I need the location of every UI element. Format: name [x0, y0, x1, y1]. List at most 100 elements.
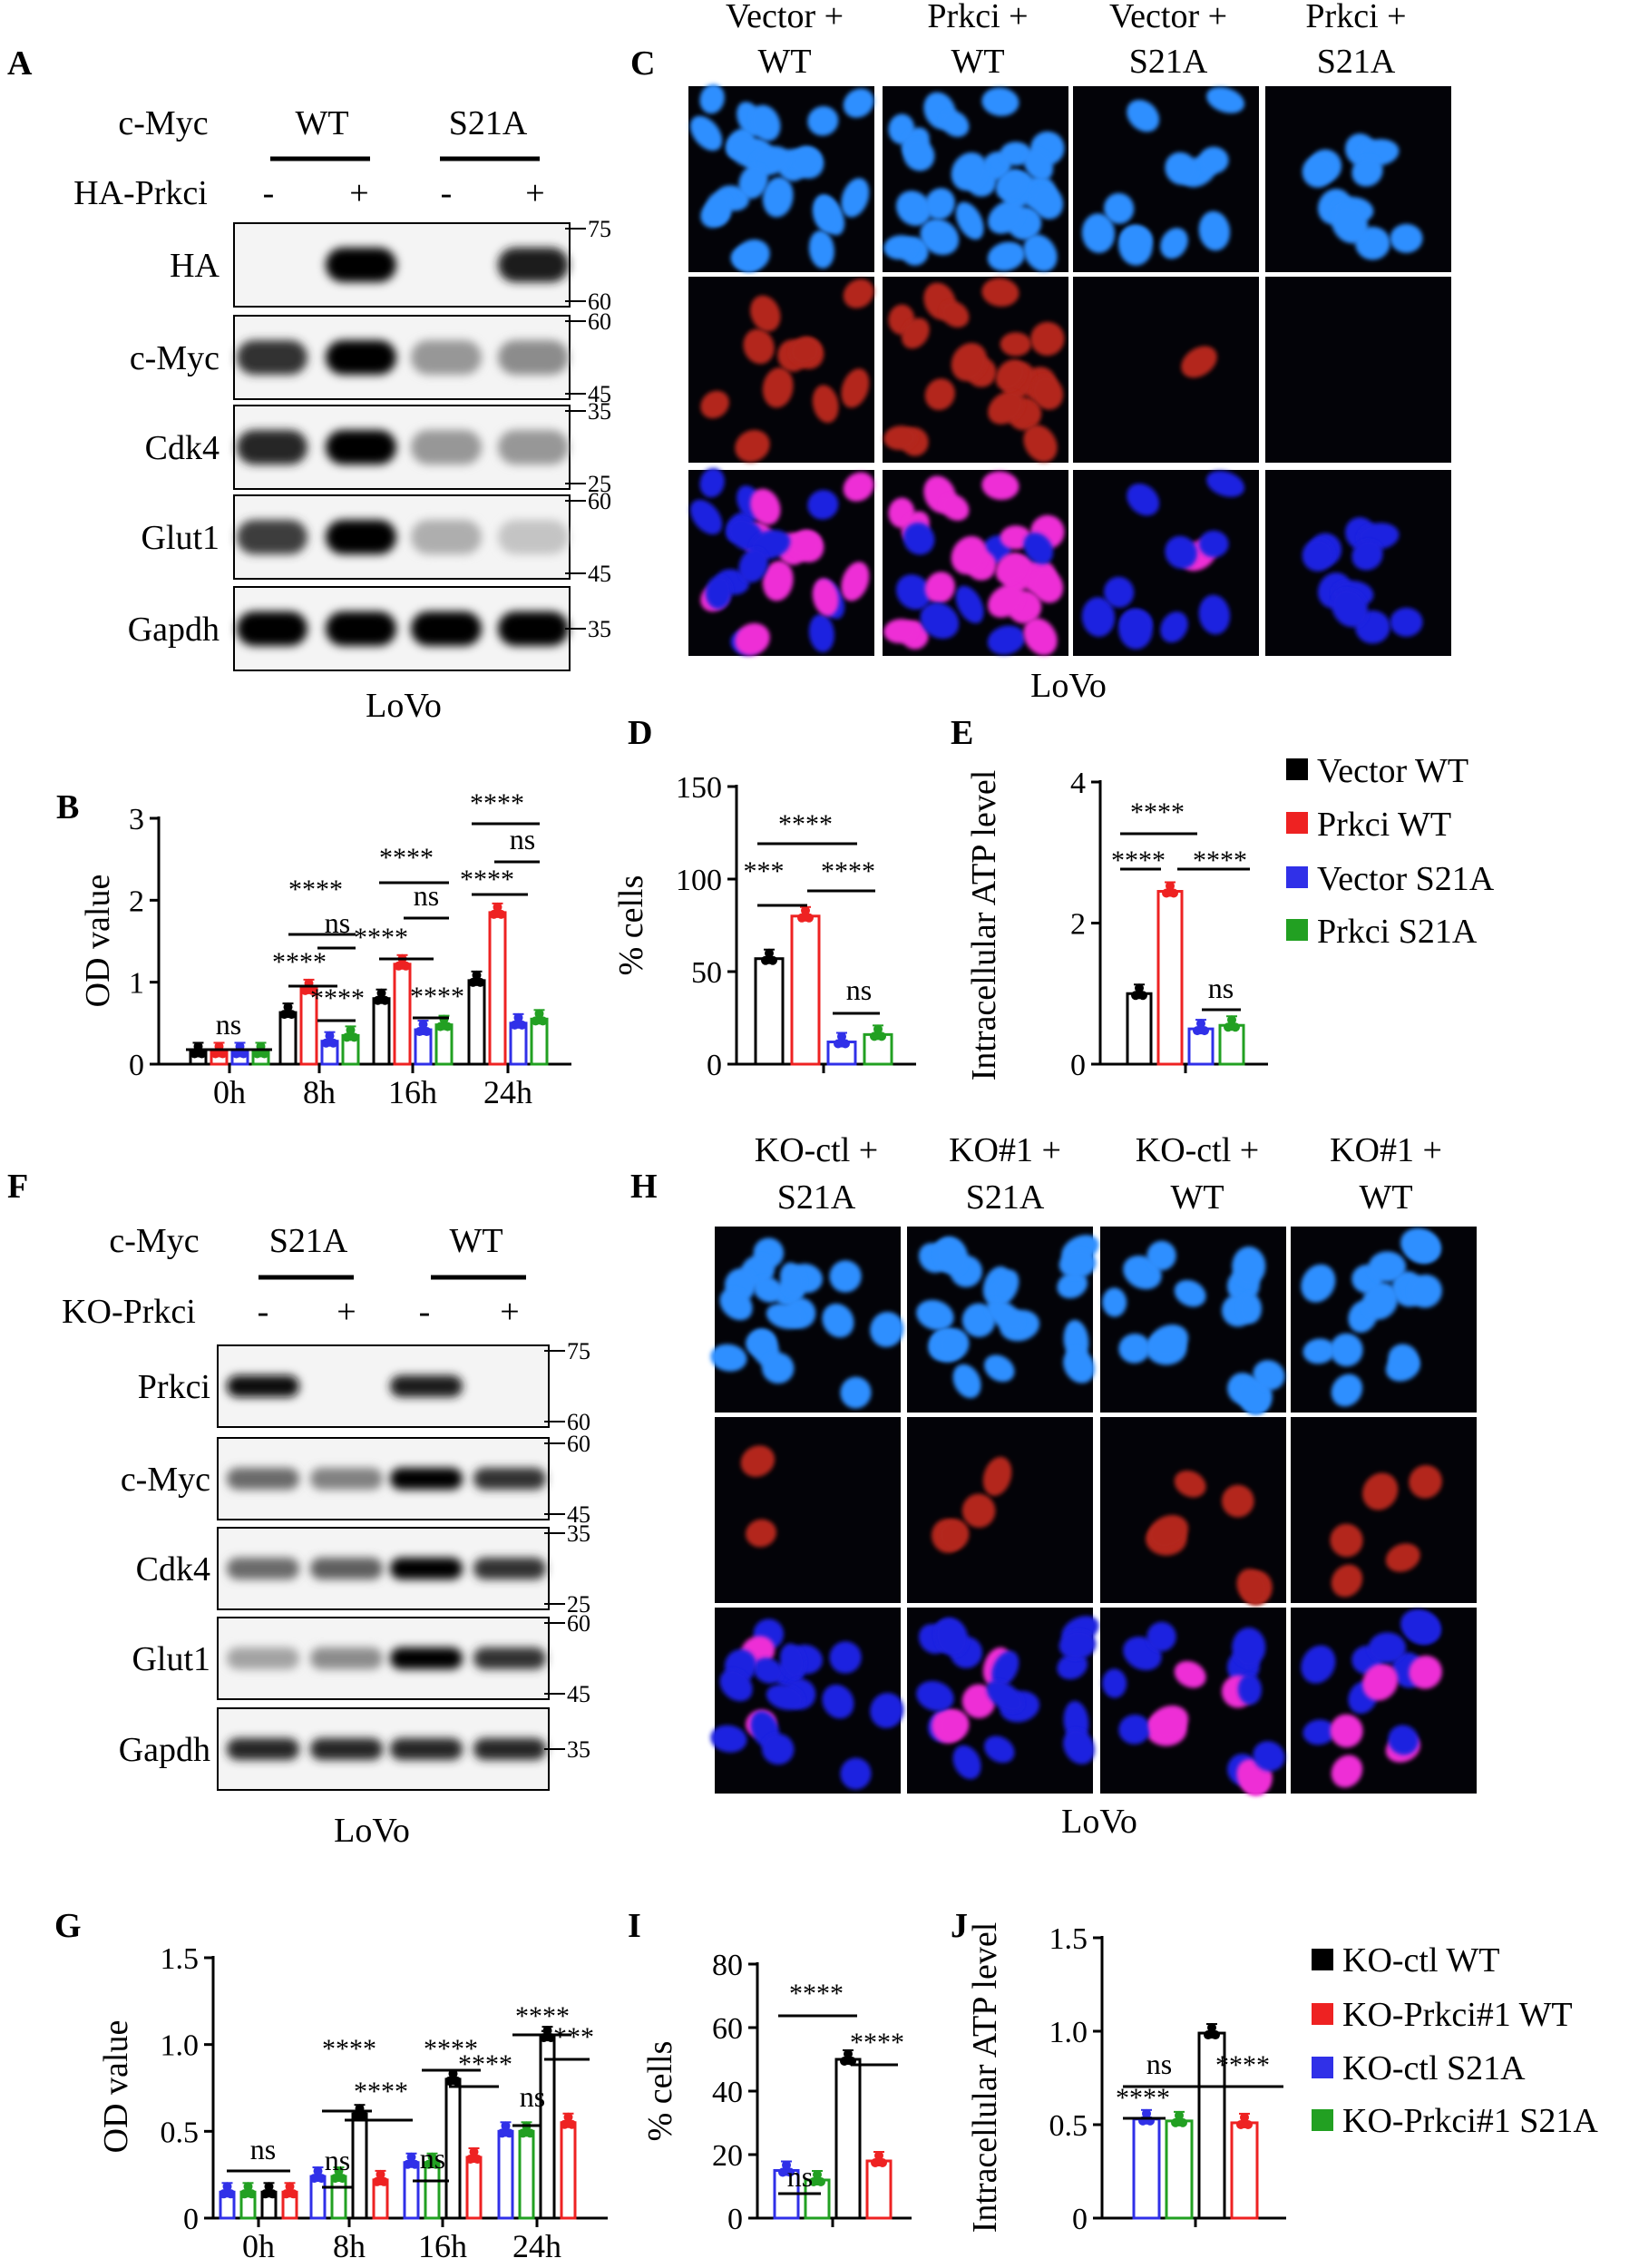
bar-vector-wt-value: [1126, 992, 1153, 1066]
nucleus: [995, 169, 1026, 200]
blot-band-lane-4: [498, 520, 569, 554]
blot-a-group-1: WT: [295, 104, 348, 142]
nucleus: [1023, 425, 1058, 463]
micrograph-stain-col4: [1265, 277, 1451, 463]
blot-marker-label: 60: [567, 1409, 590, 1435]
blot-f-group-1: S21A: [269, 1222, 348, 1260]
images-h-col2-line1: KO#1 +: [949, 1131, 1061, 1169]
images-c-col4-line1: Prkci +: [1305, 0, 1406, 35]
nucleus: [920, 219, 960, 256]
significance-label: ****: [424, 2034, 478, 2064]
blot-band-lane-2: [310, 1558, 383, 1579]
nucleus: [1181, 346, 1217, 378]
nucleus: [955, 201, 984, 240]
significance-label: ****: [850, 2028, 904, 2058]
images-c-col3-line2: S21A: [1129, 43, 1208, 81]
nucleus: [750, 104, 781, 142]
nucleus: [920, 602, 960, 640]
nucleus: [984, 1735, 1015, 1764]
blot-band-lane-2: [326, 611, 396, 646]
blot-band-lane-3: [411, 611, 482, 646]
blot-band-lane-4: [473, 1647, 546, 1669]
nucleus: [829, 1641, 862, 1674]
blot-marker-label: 25: [567, 1591, 590, 1618]
nucleus: [822, 1684, 854, 1719]
legend-label-prkci-wt: Prkci WT: [1317, 806, 1451, 844]
micrograph-stain-col1: [715, 1417, 901, 1603]
nucleus: [1232, 1627, 1266, 1667]
data-point: [563, 2112, 573, 2122]
nucleus: [1118, 1333, 1151, 1364]
blot-row-cdk4: Cdk4 35 25: [136, 1520, 590, 1618]
nucleus: [1023, 149, 1054, 181]
blot-marker-label: 25: [588, 471, 611, 497]
legend-label-koprkci-wt: KO-Prkci#1 WT: [1342, 1996, 1573, 2034]
micrograph-dapi-col2: [907, 1227, 1099, 1413]
data-point: [376, 2169, 385, 2179]
nucleus: [841, 562, 870, 601]
blot-band-lane-1: [227, 1558, 299, 1579]
chart-e: 0 2 4 Intracellular ATP level **** **** **** ns: [965, 767, 1268, 1082]
significance-label: ****: [379, 843, 434, 873]
data-point: [1131, 991, 1140, 1001]
nucleus: [1390, 607, 1423, 637]
data-point: [358, 2111, 368, 2121]
data-point: [1166, 881, 1175, 891]
y-tick-label: 1.0: [161, 2029, 200, 2063]
nucleus: [1302, 155, 1334, 188]
blot-a-cell-line: LoVo: [366, 687, 442, 725]
nucleus: [938, 1709, 970, 1741]
micrograph-dapi-col2: [883, 86, 1068, 272]
blot-a-group-2: S21A: [449, 104, 528, 142]
legend-swatch-koprkci-wt: [1312, 2003, 1333, 2025]
bar-ko-prkci-1-wt-24h: [560, 2121, 577, 2220]
blot-row-prkci: Prkci 75 60: [138, 1338, 590, 1435]
data-point: [493, 902, 502, 912]
nucleus: [941, 494, 970, 522]
blot-label-cdk4: Cdk4: [145, 429, 220, 467]
nucleus: [789, 337, 821, 366]
significance-label: ****: [354, 2077, 408, 2107]
nucleus: [766, 1303, 805, 1329]
nucleus: [1174, 1279, 1206, 1307]
x-tick-label: 8h: [333, 2228, 366, 2264]
data-point: [489, 909, 499, 919]
micrograph-background: [715, 1417, 901, 1603]
data-point: [761, 955, 770, 965]
data-point: [1175, 2110, 1184, 2120]
nucleus: [1031, 184, 1064, 220]
chart-i: 0 20 40 60 80 % cells ns ********: [641, 1949, 912, 2236]
y-tick-label: 40: [712, 2076, 743, 2109]
y-tick-label: 3: [129, 803, 144, 836]
micrograph-merge-col2: [883, 470, 1068, 656]
data-point: [878, 2158, 887, 2167]
significance-label: ***: [744, 856, 785, 886]
blot-marker-label: 60: [567, 1431, 590, 1457]
data-point: [300, 985, 310, 995]
blot-row-gapdh: Gapdh 35: [119, 1707, 590, 1791]
blot-row-ha: HA 75 60: [170, 216, 611, 315]
data-point: [376, 988, 386, 998]
data-point: [1193, 1026, 1202, 1036]
nucleus: [961, 1684, 996, 1718]
data-point: [542, 2026, 552, 2036]
nucleus: [1330, 1714, 1363, 1748]
blot-band-lane-4: [498, 611, 569, 646]
significance-label: ns: [325, 2144, 350, 2176]
nucleus: [961, 1303, 996, 1337]
nucleus: [689, 499, 723, 535]
blot-row-glut1: Glut1 60 45: [141, 488, 611, 587]
blot-label-c-myc: c-Myc: [130, 339, 220, 377]
nucleus: [1198, 530, 1229, 558]
data-point: [1231, 1022, 1240, 1032]
blot-band-lane-3: [390, 1375, 463, 1397]
nucleus: [1146, 1621, 1176, 1652]
nucleus: [1253, 1741, 1285, 1772]
blot-band-lane-4: [473, 1558, 546, 1579]
data-point: [1207, 2023, 1216, 2033]
blot-band-lane-4: [498, 340, 569, 375]
legend-top: Vector WT Prkci WT Vector S21A Prkci S21…: [1286, 752, 1495, 951]
nucleus: [1104, 192, 1135, 224]
data-point: [351, 2111, 361, 2121]
